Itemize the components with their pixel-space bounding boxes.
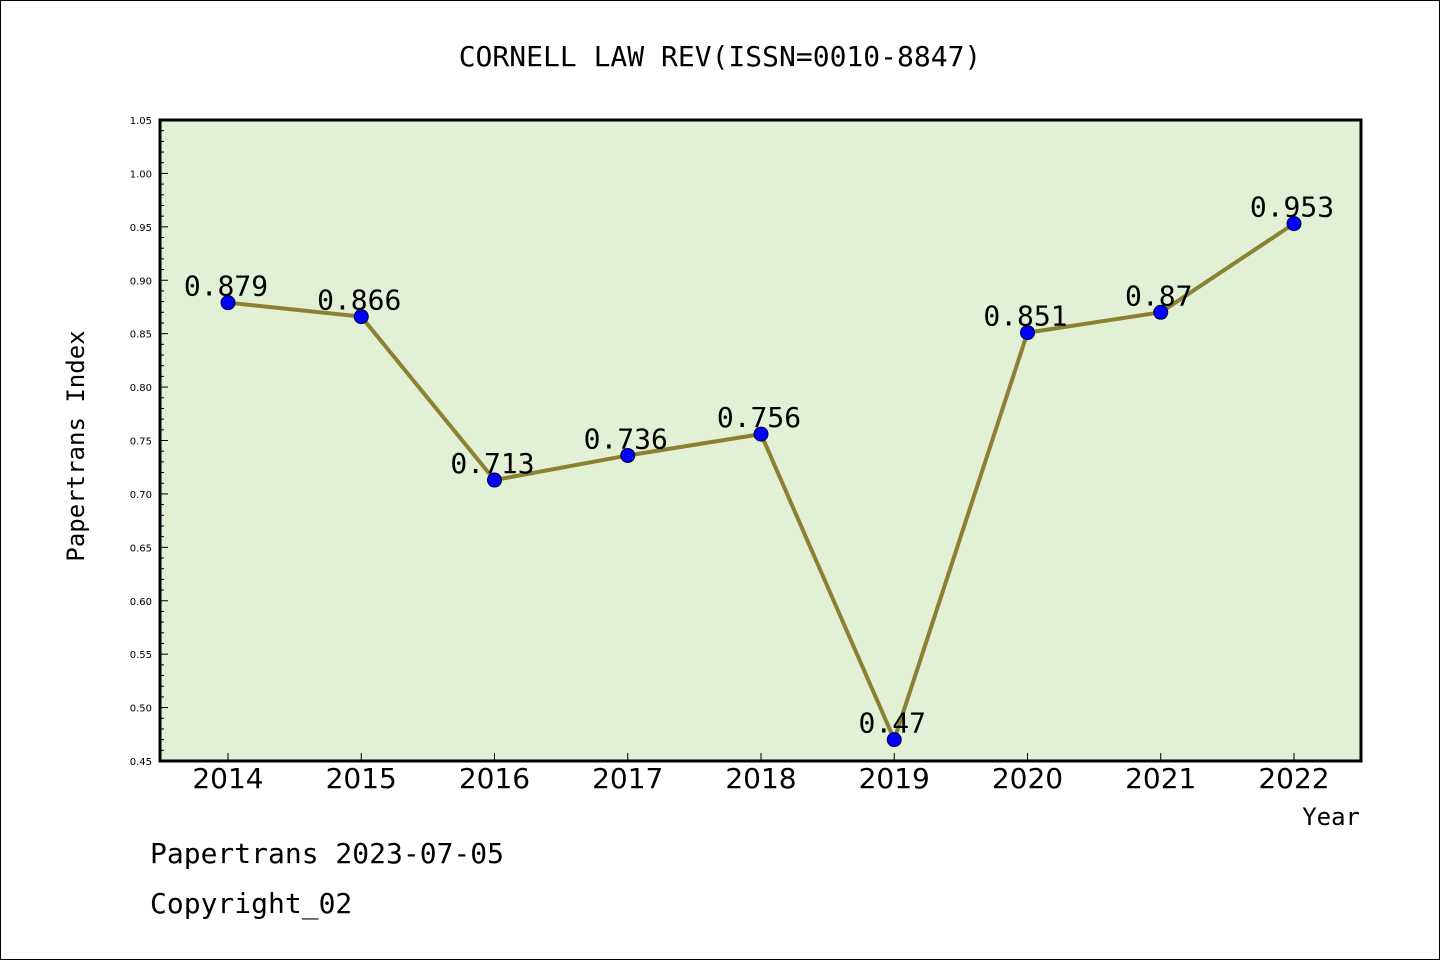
y-axis: 0.45 0.50 0.55 0.60 0.65 0.70 0.75 0.80 0.85 0.90…	[130, 116, 168, 768]
x-tick-label: 2016	[459, 762, 530, 795]
data-point	[1286, 216, 1302, 232]
chart-title: CORNELL LAW REV(ISSN=0010-8847)	[459, 40, 982, 73]
data-point	[353, 309, 369, 325]
footer-date: Papertrans 2023-07-05	[150, 837, 504, 870]
data-point	[487, 472, 502, 488]
y-tick-label: 1.05	[130, 116, 152, 127]
data-label: 0.756	[717, 401, 801, 434]
x-tick-label: 2014	[192, 762, 263, 795]
y-tick-label: 0.45	[130, 757, 152, 768]
series-layer	[220, 216, 1302, 748]
x-tick-label: 2020	[992, 762, 1063, 795]
data-label: 0.47	[859, 707, 926, 740]
data-label: 0.879	[184, 270, 268, 303]
x-tick-label: 2015	[326, 762, 397, 795]
y-tick-label: 0.70	[130, 490, 152, 501]
x-axis-label: Year	[1302, 803, 1360, 831]
data-point	[620, 447, 636, 463]
plot-area	[158, 118, 1363, 763]
y-tick-label: 0.60	[130, 597, 152, 608]
data-labels: 0.879 0.866 0.713 0.736 0.756 0.47 0.851 0.87 0.…	[184, 191, 1334, 740]
y-tick-label: 0.65	[130, 543, 152, 554]
data-label: 0.866	[317, 284, 401, 317]
x-tick-label: 2021	[1125, 762, 1196, 795]
y-tick-label: 0.50	[130, 704, 152, 715]
y-tick-label: 0.80	[130, 383, 152, 394]
y-axis-label: Papertrans Index	[62, 330, 90, 561]
data-point	[1020, 325, 1035, 341]
data-label: 0.736	[584, 422, 668, 455]
data-label: 0.713	[450, 447, 534, 480]
data-point	[1153, 304, 1169, 320]
data-point	[753, 426, 769, 442]
x-tick-label: 2017	[592, 762, 663, 795]
x-axis: 2014 2015 2016 2017 2018 2019 2020 2021 2022	[192, 753, 1330, 795]
x-tick-label: 2022	[1258, 762, 1329, 795]
x-tick-label: 2018	[725, 762, 796, 795]
data-point	[886, 732, 902, 748]
y-tick-label: 0.75	[130, 437, 152, 448]
footer-copyright: Copyright_02	[150, 887, 352, 921]
data-point	[220, 295, 236, 311]
data-label: 0.87	[1125, 279, 1192, 312]
data-label: 0.851	[983, 300, 1067, 333]
x-tick-label: 2019	[859, 762, 930, 795]
y-tick-label: 0.85	[130, 330, 152, 341]
y-tick-label: 0.90	[130, 276, 152, 287]
y-tick-label: 0.55	[130, 650, 152, 661]
data-label: 0.953	[1250, 191, 1334, 224]
y-tick-label: 1.00	[130, 169, 152, 180]
y-tick-label: 0.95	[130, 223, 152, 234]
